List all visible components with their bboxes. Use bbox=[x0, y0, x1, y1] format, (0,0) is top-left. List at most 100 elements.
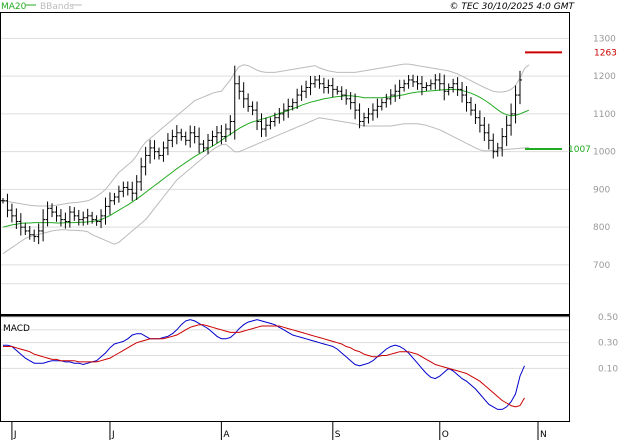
price-bar bbox=[85, 208, 90, 225]
price-bar bbox=[348, 92, 353, 110]
copyright-notice: © TEC 30/10/2025 4:0 GMT bbox=[449, 2, 575, 12]
price-bar bbox=[5, 193, 10, 218]
macd-panel-frame bbox=[0, 316, 570, 422]
price-bar bbox=[223, 123, 228, 143]
price-bar bbox=[116, 185, 121, 203]
price-bar bbox=[72, 207, 77, 221]
price-y-tick-label: 1300 bbox=[593, 34, 616, 44]
price-bar bbox=[9, 203, 14, 223]
ma20-line bbox=[2, 88, 530, 228]
price-bar bbox=[335, 85, 340, 95]
price-bar bbox=[1, 198, 5, 204]
price-bar bbox=[330, 77, 335, 98]
price-bar bbox=[219, 125, 224, 145]
macd-y-tick-label: 0.10 bbox=[598, 364, 618, 374]
price-bar bbox=[241, 82, 246, 108]
price-bar bbox=[477, 110, 482, 133]
price-bar bbox=[339, 86, 344, 101]
macd-lines bbox=[3, 319, 525, 410]
macd-grid bbox=[1, 316, 569, 369]
price-bar bbox=[90, 211, 95, 224]
price-bar bbox=[495, 142, 500, 157]
price-bar bbox=[375, 98, 380, 118]
price-bar bbox=[45, 201, 50, 227]
price-bar bbox=[357, 103, 362, 129]
price-bar bbox=[67, 205, 72, 228]
price-bar bbox=[125, 181, 130, 196]
price-bar bbox=[197, 127, 202, 154]
price-y-tick-label: 800 bbox=[593, 223, 610, 233]
price-bar bbox=[393, 84, 398, 102]
price-bar bbox=[446, 83, 451, 96]
price-bar bbox=[81, 211, 86, 226]
price-bar bbox=[442, 74, 447, 101]
price-bar bbox=[174, 125, 179, 145]
price-bar bbox=[518, 70, 522, 105]
price-bar bbox=[214, 126, 219, 144]
price-bar bbox=[23, 223, 28, 236]
price-bar bbox=[366, 108, 371, 124]
legend-bbands-label: BBands bbox=[40, 2, 74, 12]
price-bar bbox=[437, 73, 442, 91]
price-bar bbox=[237, 75, 242, 100]
price-bar bbox=[362, 112, 367, 127]
x-tick-label: O bbox=[442, 430, 449, 440]
price-bar bbox=[246, 93, 251, 112]
price-bar bbox=[455, 77, 460, 96]
x-tick-label: J bbox=[13, 430, 17, 440]
price-bar bbox=[464, 85, 469, 112]
price-bar bbox=[411, 74, 416, 88]
price-bar bbox=[353, 93, 358, 120]
price-y-tick-label: 700 bbox=[593, 261, 610, 271]
price-bar bbox=[41, 209, 46, 242]
price-bar bbox=[148, 139, 153, 164]
price-bar bbox=[428, 79, 433, 90]
legend-ma20-label: MA20 bbox=[1, 2, 27, 12]
price-bar bbox=[134, 175, 139, 200]
price-bar bbox=[210, 130, 215, 147]
price-bar bbox=[103, 197, 108, 225]
price-bar bbox=[415, 75, 420, 90]
price-bar bbox=[419, 76, 424, 96]
bollinger-bands bbox=[2, 63, 530, 255]
price-bar bbox=[152, 140, 157, 160]
price-bar bbox=[32, 229, 37, 242]
macd-y-axis: 0.50 0.30 0.10 bbox=[598, 313, 618, 374]
macd-y-tick-label: 0.50 bbox=[598, 313, 618, 323]
price-bar bbox=[344, 89, 349, 105]
price-bar bbox=[165, 133, 170, 156]
signal-series-line bbox=[3, 324, 525, 408]
price-bar bbox=[112, 192, 117, 205]
price-bar bbox=[379, 98, 384, 111]
price-bar bbox=[491, 133, 496, 159]
price-bar bbox=[183, 131, 188, 146]
price-bar bbox=[259, 113, 264, 138]
price-bar bbox=[384, 93, 389, 108]
price-bar bbox=[482, 117, 487, 141]
price-bar bbox=[36, 223, 41, 245]
price-bar bbox=[509, 103, 514, 136]
price-bar bbox=[27, 225, 32, 240]
price-bar bbox=[406, 74, 411, 89]
price-bar bbox=[263, 117, 268, 137]
price-bar bbox=[121, 181, 126, 198]
price-bar bbox=[424, 82, 429, 91]
price-y-tick-label: 900 bbox=[593, 185, 610, 195]
price-levels: 1263 1007 bbox=[525, 48, 617, 155]
price-bar bbox=[299, 85, 304, 101]
price-bar bbox=[451, 78, 456, 93]
price-bar bbox=[228, 115, 233, 136]
price-y-tick-label: 1100 bbox=[593, 110, 616, 120]
resistance-level-label: 1263 bbox=[594, 48, 617, 58]
price-bar bbox=[18, 213, 23, 236]
price-bar bbox=[308, 76, 313, 96]
price-bar bbox=[50, 203, 55, 218]
bband-upper-line bbox=[2, 63, 530, 207]
price-bar bbox=[179, 128, 184, 141]
price-bar bbox=[321, 77, 326, 94]
price-bar bbox=[156, 147, 161, 160]
price-bar bbox=[460, 81, 465, 103]
price-bar bbox=[433, 74, 438, 90]
support-level-label: 1007 bbox=[568, 145, 591, 155]
